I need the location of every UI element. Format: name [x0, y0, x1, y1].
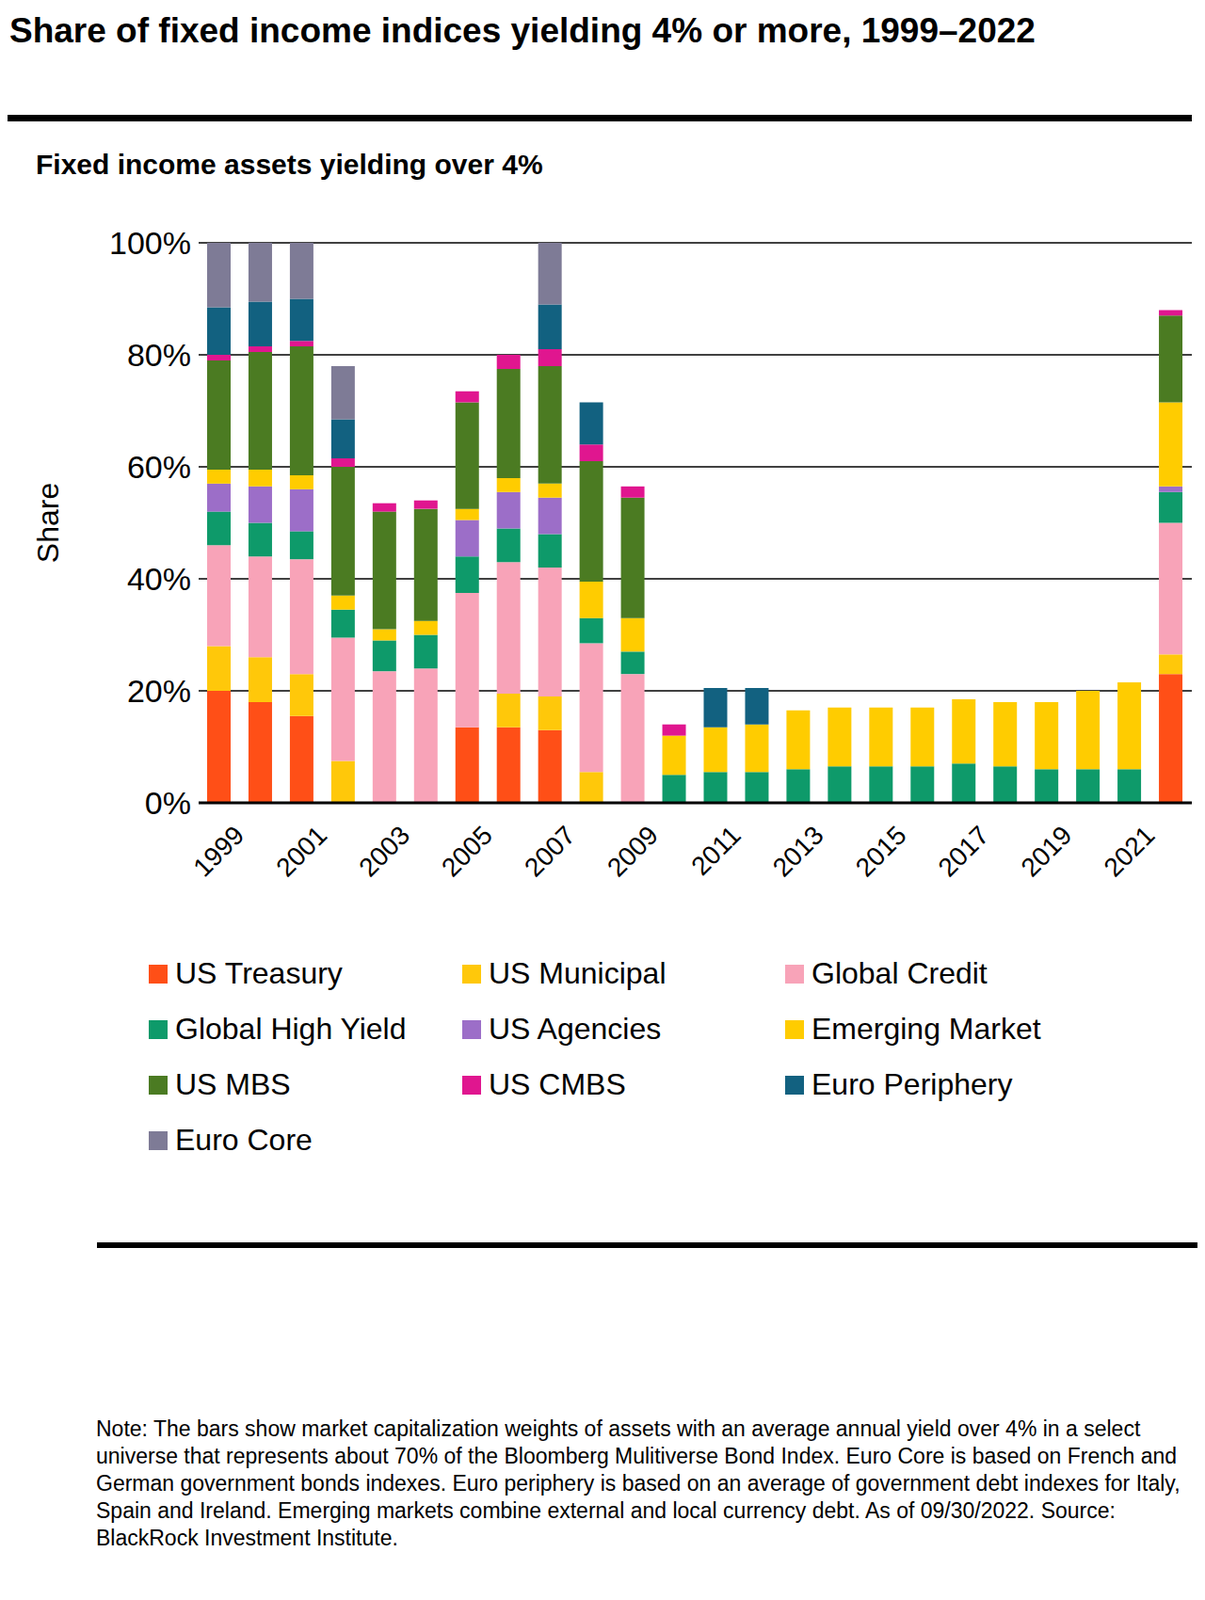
html-text:Euro Core: Euro Core — [175, 1123, 313, 1157]
svg-text:2017: 2017 — [932, 819, 996, 883]
svg-text:2003: 2003 — [353, 819, 416, 883]
svg-text:Share: Share — [31, 482, 65, 563]
html-text:Note: The bars show market cap: Note: The bars show market capitalizatio… — [96, 1416, 1181, 1551]
html-text:Share of fixed income indices: Share of fixed income indices yielding 4… — [9, 11, 1036, 50]
html-text:Global High Yield: Global High Yield — [175, 1012, 407, 1046]
svg-text:1999: 1999 — [187, 819, 250, 883]
svg-text:20%: 20% — [127, 673, 192, 709]
svg-text:2011: 2011 — [685, 819, 747, 882]
html-text:Emerging Market: Emerging Market — [811, 1012, 1041, 1046]
svg-text:2013: 2013 — [767, 819, 830, 883]
html-text:US MBS: US MBS — [175, 1067, 291, 1102]
html-text:US CMBS: US CMBS — [488, 1067, 626, 1102]
svg-text:80%: 80% — [127, 337, 192, 373]
svg-text:2021: 2021 — [1097, 819, 1160, 883]
svg-text:2001: 2001 — [270, 819, 333, 883]
svg-text:2007: 2007 — [518, 819, 581, 883]
html-text:US Municipal: US Municipal — [488, 956, 667, 991]
svg-text:2019: 2019 — [1015, 819, 1078, 883]
html-text:Fixed income assets yielding o: Fixed income assets yielding over 4% — [35, 148, 543, 180]
html-text:Euro Periphery: Euro Periphery — [811, 1067, 1013, 1102]
html-text:US Agencies: US Agencies — [488, 1012, 662, 1046]
svg-text:60%: 60% — [127, 449, 192, 485]
html-text:US Treasury: US Treasury — [175, 956, 343, 991]
svg-text:2005: 2005 — [435, 819, 499, 883]
svg-text:100%: 100% — [109, 224, 192, 261]
svg-text:40%: 40% — [127, 561, 192, 597]
svg-text:2009: 2009 — [601, 819, 664, 883]
html-text:Global Credit: Global Credit — [811, 956, 988, 991]
svg-text:2015: 2015 — [850, 819, 913, 883]
svg-text:0%: 0% — [144, 785, 192, 821]
